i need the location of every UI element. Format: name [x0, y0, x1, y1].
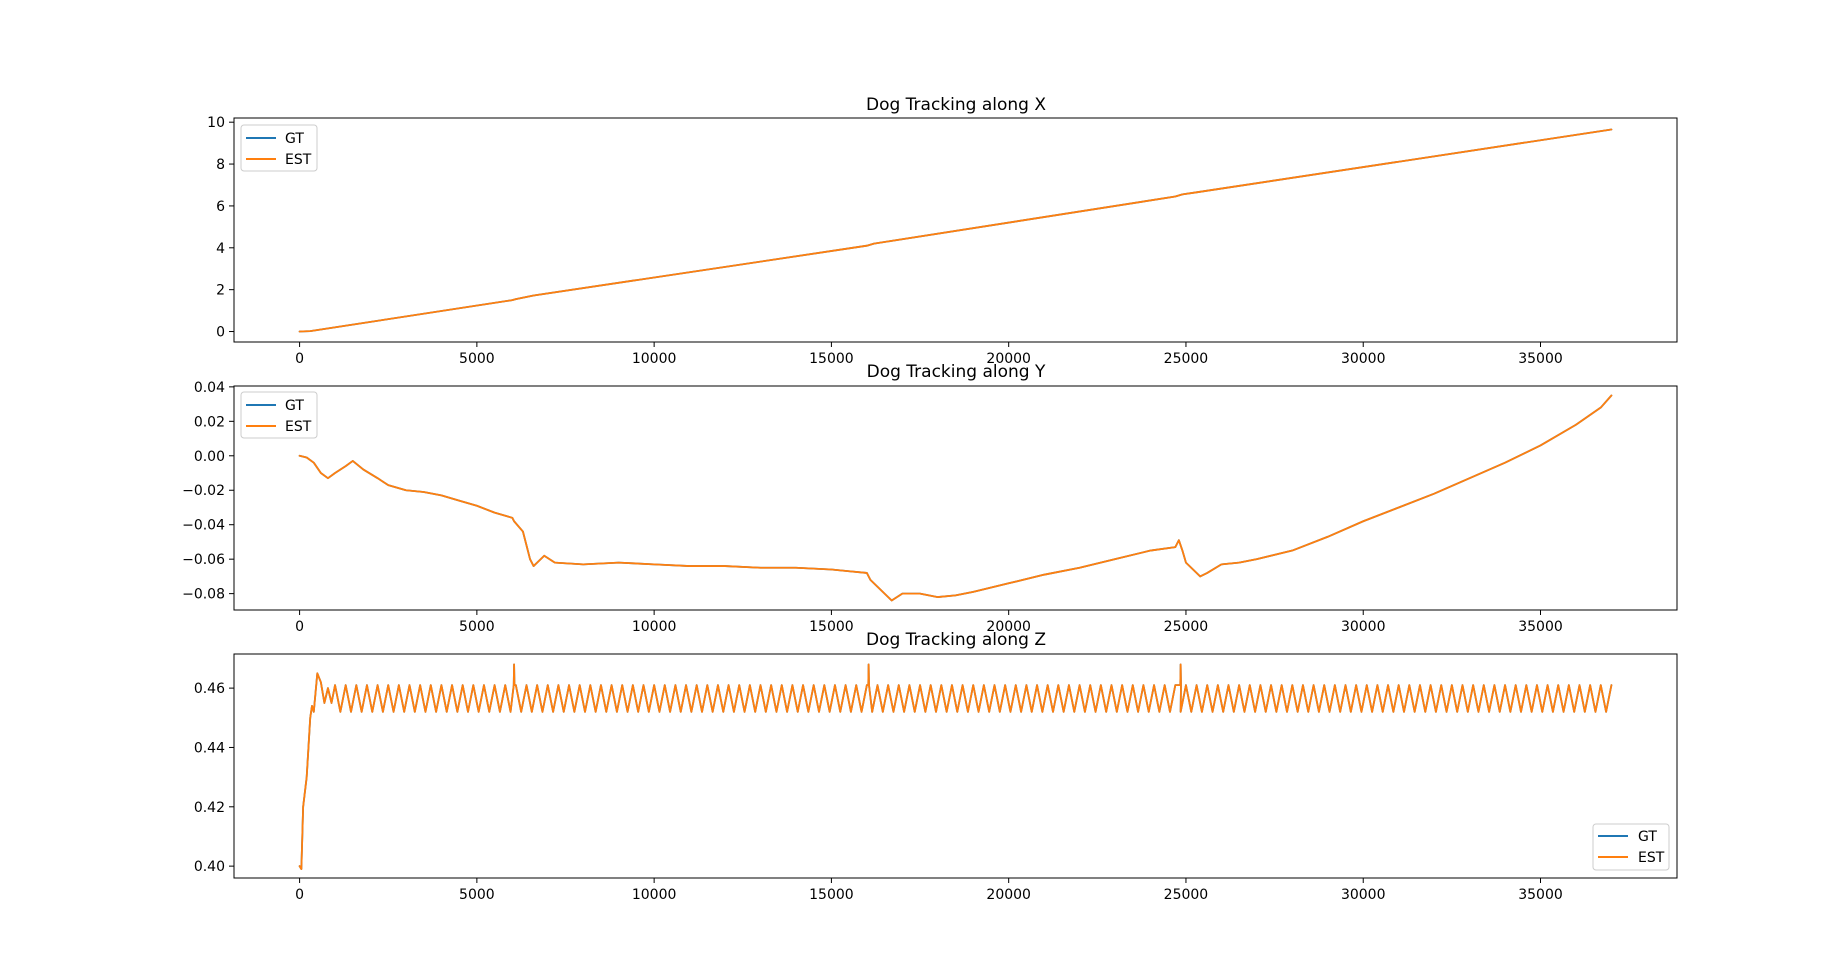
x-tick-label: 25000: [1164, 887, 1209, 903]
x-tick-label: 20000: [986, 887, 1031, 903]
plot-area: [298, 128, 1613, 333]
legend: GT EST: [240, 124, 318, 172]
y-tick-label: 4: [216, 241, 225, 257]
x-tick-label: 30000: [1341, 351, 1386, 367]
x-tick-label: 30000: [1341, 619, 1386, 635]
y-tick-label: 8: [216, 157, 225, 173]
x-tick-label: 0: [295, 887, 304, 903]
legend-label-est: EST: [1638, 850, 1665, 866]
axes-frame: [233, 117, 1678, 343]
x-tick-label: 10000: [632, 887, 677, 903]
y-tick-label: 0: [216, 325, 225, 341]
x-tick-label: 10000: [632, 619, 677, 635]
y-tick-label: 0.46: [194, 681, 225, 697]
y-tick-label: 6: [216, 199, 225, 215]
legend-label-gt: GT: [285, 398, 304, 414]
y-tick-label: −0.04: [182, 518, 225, 534]
chart-title: Dog Tracking along Y: [867, 362, 1046, 382]
chart-title: Dog Tracking along Z: [866, 630, 1046, 650]
y-tick-label: 0.00: [194, 449, 225, 465]
y-tick-label: 0.42: [194, 800, 225, 816]
y-tick-label: −0.02: [182, 483, 225, 499]
x-tick-label: 10000: [632, 351, 677, 367]
y-tick-label: 0.44: [194, 740, 225, 756]
subplot-z: Dog Tracking along Z GT EST 0 5000 10000 15…: [194, 630, 1678, 903]
x-tick-label: 25000: [1164, 351, 1209, 367]
x-tick-label: 0: [295, 619, 304, 635]
x-tick-label: 25000: [1164, 619, 1209, 635]
subplot-x: Dog Tracking along X GT EST 0 5000 10000 15…: [207, 95, 1678, 367]
series-line-est: [298, 394, 1613, 602]
legend-label-est: EST: [285, 419, 312, 435]
series-line-est: [298, 663, 1613, 870]
legend-label-gt: GT: [285, 131, 304, 147]
x-tick-label: 5000: [459, 887, 495, 903]
x-tick-label: 35000: [1518, 887, 1563, 903]
x-tick-label: 15000: [809, 887, 854, 903]
x-tick-label: 30000: [1341, 887, 1386, 903]
axes-frame: [233, 653, 1678, 879]
plot-area: [298, 663, 1613, 870]
series-line-est: [298, 128, 1613, 333]
y-tick-label: 0.04: [194, 380, 225, 396]
x-tick-label: 0: [295, 351, 304, 367]
y-tick-label: 10: [207, 115, 225, 131]
x-tick-label: 5000: [459, 619, 495, 635]
plot-area: [298, 394, 1613, 602]
x-tick-label: 5000: [459, 351, 495, 367]
x-tick-label: 15000: [809, 619, 854, 635]
legend: GT EST: [240, 391, 318, 439]
y-tick-label: 2: [216, 283, 225, 299]
y-tick-label: 0.02: [194, 414, 225, 430]
y-tick-label: 0.40: [194, 859, 225, 875]
y-tick-label: −0.06: [182, 552, 225, 568]
chart-title: Dog Tracking along X: [866, 95, 1046, 115]
x-tick-label: 20000: [986, 351, 1031, 367]
legend: GT EST: [1592, 823, 1670, 871]
subplot-y: Dog Tracking along Y GT EST 0 5000 10000 15…: [182, 362, 1678, 635]
y-tick-label: −0.08: [182, 587, 225, 603]
x-tick-label: 35000: [1518, 619, 1563, 635]
legend-label-est: EST: [285, 152, 312, 168]
x-tick-label: 20000: [986, 619, 1031, 635]
axes-frame: [233, 385, 1678, 611]
x-tick-label: 35000: [1518, 351, 1563, 367]
legend-label-gt: GT: [1638, 829, 1657, 845]
x-tick-label: 15000: [809, 351, 854, 367]
